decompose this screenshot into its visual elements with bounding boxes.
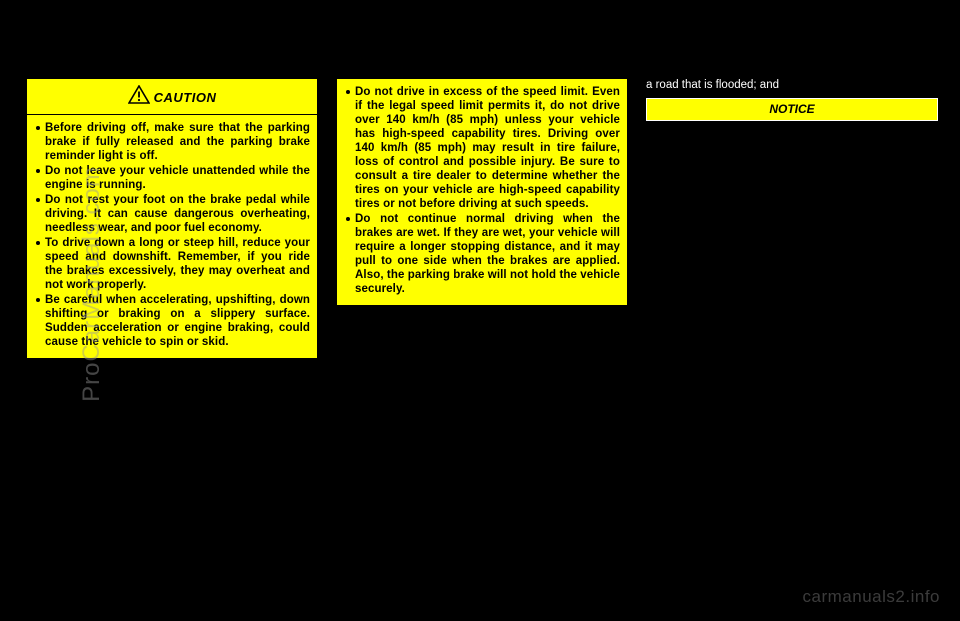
- notice-header: NOTICE: [646, 98, 938, 121]
- column-3: a road that is flooded; and NOTICE: [646, 78, 938, 359]
- caution-item: Do not leave your vehicle unattended whi…: [34, 164, 310, 192]
- caution-label: CAUTION: [154, 90, 217, 105]
- warning-triangle-icon: [128, 85, 150, 109]
- caution-item: To drive down a long or steep hill, redu…: [34, 236, 310, 292]
- caution-item: Do not rest your foot on the brake pedal…: [34, 193, 310, 235]
- body-text-fragment: a road that is flooded; and: [646, 78, 938, 92]
- caution-item: Do not continue normal driving when the …: [344, 212, 620, 296]
- caution-item: Be careful when accelerating, upshifting…: [34, 293, 310, 349]
- caution-continuation-list: Do not drive in excess of the speed limi…: [344, 85, 620, 296]
- column-1: CAUTION Before driving off, make sure th…: [26, 78, 318, 359]
- watermark-bottom-right: carmanuals2.info: [803, 587, 940, 607]
- caution-box: CAUTION Before driving off, make sure th…: [26, 78, 318, 359]
- caution-item: Do not drive in excess of the speed limi…: [344, 85, 620, 211]
- caution-list: Before driving off, make sure that the p…: [34, 121, 310, 349]
- caution-header: CAUTION: [27, 79, 317, 115]
- caution-continuation-box: Do not drive in excess of the speed limi…: [336, 78, 628, 306]
- caution-item: Before driving off, make sure that the p…: [34, 121, 310, 163]
- caution-body: Before driving off, make sure that the p…: [27, 115, 317, 358]
- column-2: Do not drive in excess of the speed limi…: [336, 78, 628, 359]
